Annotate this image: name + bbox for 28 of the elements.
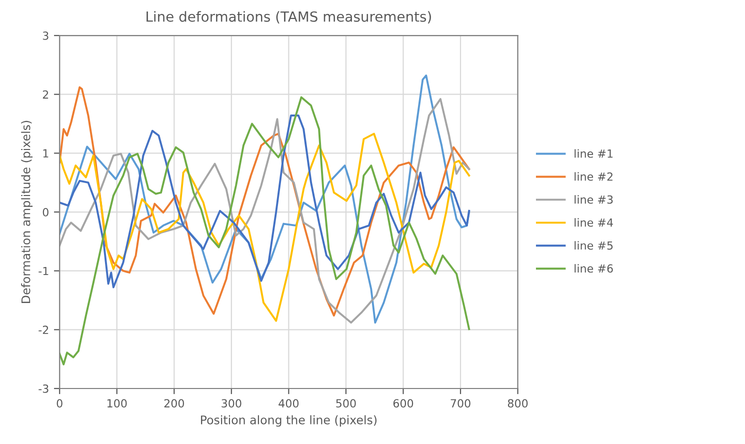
y-tick-label: 1: [43, 149, 48, 158]
x-tick-label: 800: [508, 399, 528, 408]
legend-label: line #6: [574, 264, 613, 273]
legend-label: line #4: [574, 218, 613, 227]
x-tick-label: 100: [107, 399, 127, 408]
legend-label: line #5: [574, 241, 613, 250]
legend-label: line #1: [574, 149, 613, 158]
line-series: [60, 96, 470, 366]
y-axis-title: Deformation amplitude (pixels): [21, 120, 33, 303]
chart-title: Line deformations (TAMS measurements): [146, 11, 431, 24]
x-tick-label: 200: [164, 399, 184, 408]
x-tick-label: 500: [336, 399, 356, 408]
legend-label: line #3: [574, 195, 613, 204]
line-series: [60, 132, 470, 322]
y-tick-label: 2: [42, 90, 48, 99]
x-axis-title: Position along the line (pixels): [201, 415, 377, 427]
y-tick-label: -3: [38, 384, 48, 393]
x-tick-label: 300: [222, 399, 242, 408]
x-tick-label: 600: [393, 399, 414, 408]
y-tick-label: -2: [38, 326, 48, 334]
x-tick-label: 0: [56, 399, 62, 408]
y-tick-label: 3: [42, 31, 48, 40]
line-series: [60, 114, 470, 288]
x-tick-label: 700: [450, 399, 470, 408]
legend-label: line #2: [574, 172, 612, 181]
y-tick-label: 0: [42, 208, 48, 216]
x-tick-label: 400: [278, 399, 299, 408]
y-tick-label: -1: [38, 266, 48, 276]
